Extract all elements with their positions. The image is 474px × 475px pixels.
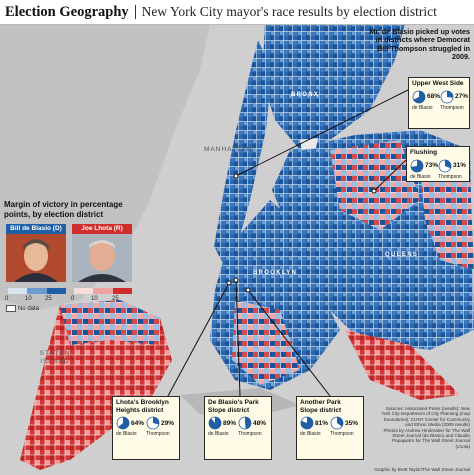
candidate-photo-deblasio: Bill de Blasio (D) [6, 224, 66, 282]
thompson-pct: 27% [455, 93, 469, 100]
queens-label: QUEENS [385, 252, 419, 258]
legend-panel: Margin of victory in percentage points, … [4, 200, 140, 312]
title-divider [134, 5, 136, 19]
thompson-pct: 35% [345, 419, 359, 427]
deblasio-caption: de Blasio [116, 431, 137, 437]
deblasio-pct: 73% [425, 162, 439, 169]
no-data-swatch [6, 305, 16, 312]
thompson-caption: Thompson [238, 431, 262, 437]
deblasio-caption: de Blasio [410, 173, 431, 180]
deblasio-caption: de Blasio [300, 431, 321, 437]
pie-slice [413, 90, 426, 103]
deblasio-pct: 89% [223, 419, 237, 427]
source-credits: Sources: Associated Press (results); New… [381, 406, 470, 449]
thompson-caption: Thompson [438, 173, 462, 180]
thompson-pie [330, 416, 344, 430]
thompson-pie [146, 416, 160, 430]
deblasio-caption: de Blasio [412, 104, 433, 111]
callout-flushing: Flushing 73% de Blasio 31% Thompson [406, 146, 470, 182]
thompson-pie [440, 90, 454, 103]
pie-slice [300, 417, 313, 429]
staten-island-label: STATEN ISLAND [39, 350, 71, 365]
thompson-caption: Thompson [330, 431, 354, 437]
graphic-title: Election Geography [5, 3, 129, 20]
rep-color-scale [74, 288, 132, 294]
manhattan-label: MANHATTAN [204, 146, 253, 153]
callout-park-slope: De Blasio's Park Slope district 89% de Bl… [204, 396, 272, 460]
thompson-pie [238, 416, 252, 430]
staten-island-area [20, 300, 172, 470]
graphic-credit: Graphic by Brett Taylor/The Wall Street … [374, 467, 470, 472]
thompson-pct: 31% [453, 162, 467, 169]
dem-color-scale [8, 288, 66, 294]
lhota-name-badge: Joe Lhota (R) [72, 224, 132, 234]
rep-scale-tick-10: 10 [91, 296, 98, 302]
dem-scale-tick-10: 10 [25, 296, 32, 302]
callout-title: Flushing [410, 149, 438, 156]
graphic-subtitle: New York City mayor's race results by el… [141, 4, 437, 19]
deblasio-name-badge: Bill de Blasio (D) [6, 224, 66, 234]
no-data-key: No data [6, 305, 39, 312]
manhattan-area [214, 40, 272, 262]
rep-scale-tick-0: 0 [71, 296, 75, 302]
thompson-pct: 48% [253, 419, 267, 427]
pie-slice [118, 417, 130, 429]
deblasio-portrait [6, 224, 66, 282]
callout-title: Another Park Slope district [300, 399, 342, 414]
brooklyn-label: BROOKLYN [253, 270, 298, 276]
legend-title: Margin of victory in percentage points, … [4, 200, 123, 219]
pie-slice [209, 417, 222, 429]
title-bar: Election Geography New York City mayor's… [0, 0, 474, 25]
pie-slice [153, 417, 159, 425]
callout-title: Upper West Side [412, 80, 464, 87]
bronx-label: BRONX [291, 92, 320, 98]
annotation-note: Mr. de Blasio picked up votes in distric… [369, 27, 470, 61]
deblasio-pct: 68% [427, 93, 441, 100]
deblasio-pct: 81% [315, 419, 329, 427]
rep-scale-tick-25: 25 [112, 296, 119, 302]
callout-title: Lhota's Brooklyn Heights district [116, 399, 169, 414]
pie-slice [411, 159, 424, 172]
deblasio-pie [208, 416, 222, 430]
thompson-caption: Thompson [146, 431, 170, 437]
thompson-pie [438, 159, 452, 172]
thompson-pct: 29% [161, 419, 175, 427]
deblasio-pie [116, 416, 130, 430]
deblasio-caption: de Blasio [208, 431, 229, 437]
deblasio-pct: 64% [131, 419, 145, 427]
pie-slice [447, 90, 454, 98]
pie-slice [445, 159, 452, 168]
callout-brooklyn-heights: Lhota's Brooklyn Heights district 64% de … [112, 396, 180, 460]
candidate-photo-lhota: Joe Lhota (R) [72, 224, 132, 282]
dem-scale-tick-0: 0 [5, 296, 9, 302]
deblasio-pie [300, 416, 314, 430]
thompson-caption: Thompson [440, 104, 464, 111]
bronx-area [262, 24, 405, 150]
pie-slice [245, 417, 251, 429]
callout-another-park-slope: Another Park Slope district 81% de Blasio… [296, 396, 364, 460]
deblasio-pie [410, 159, 424, 172]
no-data-label: No data [18, 305, 40, 312]
deblasio-pie [412, 90, 426, 103]
callout-upper-west-side: Upper West Side 68% de Blasio 27% Thompson [408, 77, 470, 129]
pie-slice [337, 417, 343, 427]
dem-scale-tick-25: 25 [45, 296, 52, 302]
callout-title: De Blasio's Park Slope district [208, 399, 259, 414]
